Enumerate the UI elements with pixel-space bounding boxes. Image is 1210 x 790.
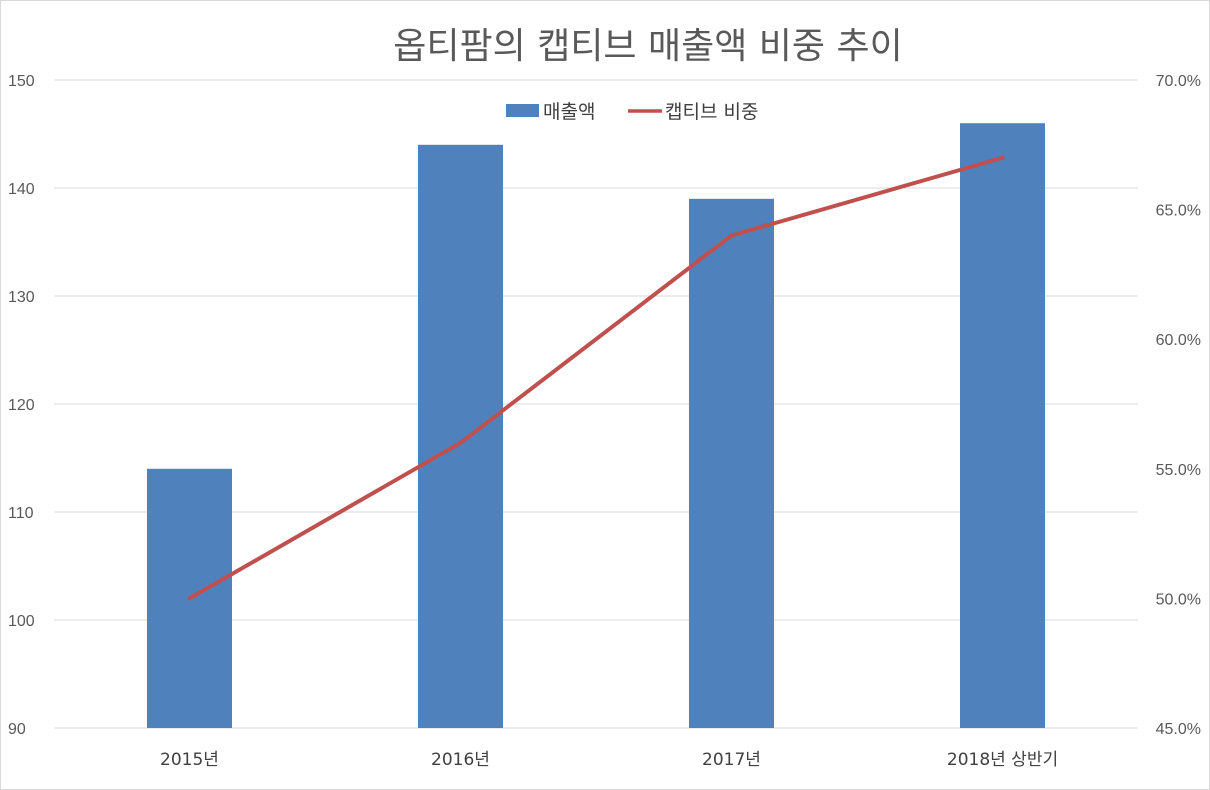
bar xyxy=(960,123,1045,728)
gridlines xyxy=(54,79,1138,729)
legend-label-line: 캡티브 비중 xyxy=(665,101,758,123)
right-tick-label: 60.0% xyxy=(1156,332,1201,349)
series-line xyxy=(187,155,1005,601)
category-label: 2016년 xyxy=(431,750,490,770)
left-tick-label: 150 xyxy=(8,73,35,90)
bar-series xyxy=(147,123,1045,729)
left-tick-label: 120 xyxy=(8,397,35,414)
legend: 매출액 캡티브 비중 xyxy=(506,101,758,123)
right-tick-label: 50.0% xyxy=(1156,591,1201,608)
category-label: 2015년 xyxy=(160,750,219,770)
bar xyxy=(689,198,774,729)
line-series xyxy=(187,155,1005,601)
category-label: 2018년 상반기 xyxy=(947,750,1058,770)
left-tick-label: 140 xyxy=(8,181,35,198)
left-tick-label: 90 xyxy=(8,721,26,738)
category-label: 2017년 xyxy=(702,750,761,770)
right-tick-label: 55.0% xyxy=(1156,462,1201,479)
left-axis: 90 100 110 120 130 140 150 xyxy=(8,73,35,738)
right-tick-label: 45.0% xyxy=(1156,721,1201,738)
right-tick-label: 65.0% xyxy=(1156,203,1201,220)
right-axis: 45.0% 50.0% 55.0% 60.0% 65.0% 70.0% xyxy=(1156,73,1201,738)
left-tick-label: 130 xyxy=(8,289,35,306)
legend-label-bar: 매출액 xyxy=(543,101,595,123)
legend-swatch-bar xyxy=(506,104,539,117)
left-tick-label: 100 xyxy=(8,613,35,630)
left-tick-label: 110 xyxy=(8,505,34,522)
category-axis: 2015년 2016년 2017년 2018년 상반기 xyxy=(160,750,1058,770)
chart-title: 옵티팜의 캡티브 매출액 비중 추이 xyxy=(393,26,902,67)
bar xyxy=(418,144,503,729)
right-tick-label: 70.0% xyxy=(1156,73,1201,90)
